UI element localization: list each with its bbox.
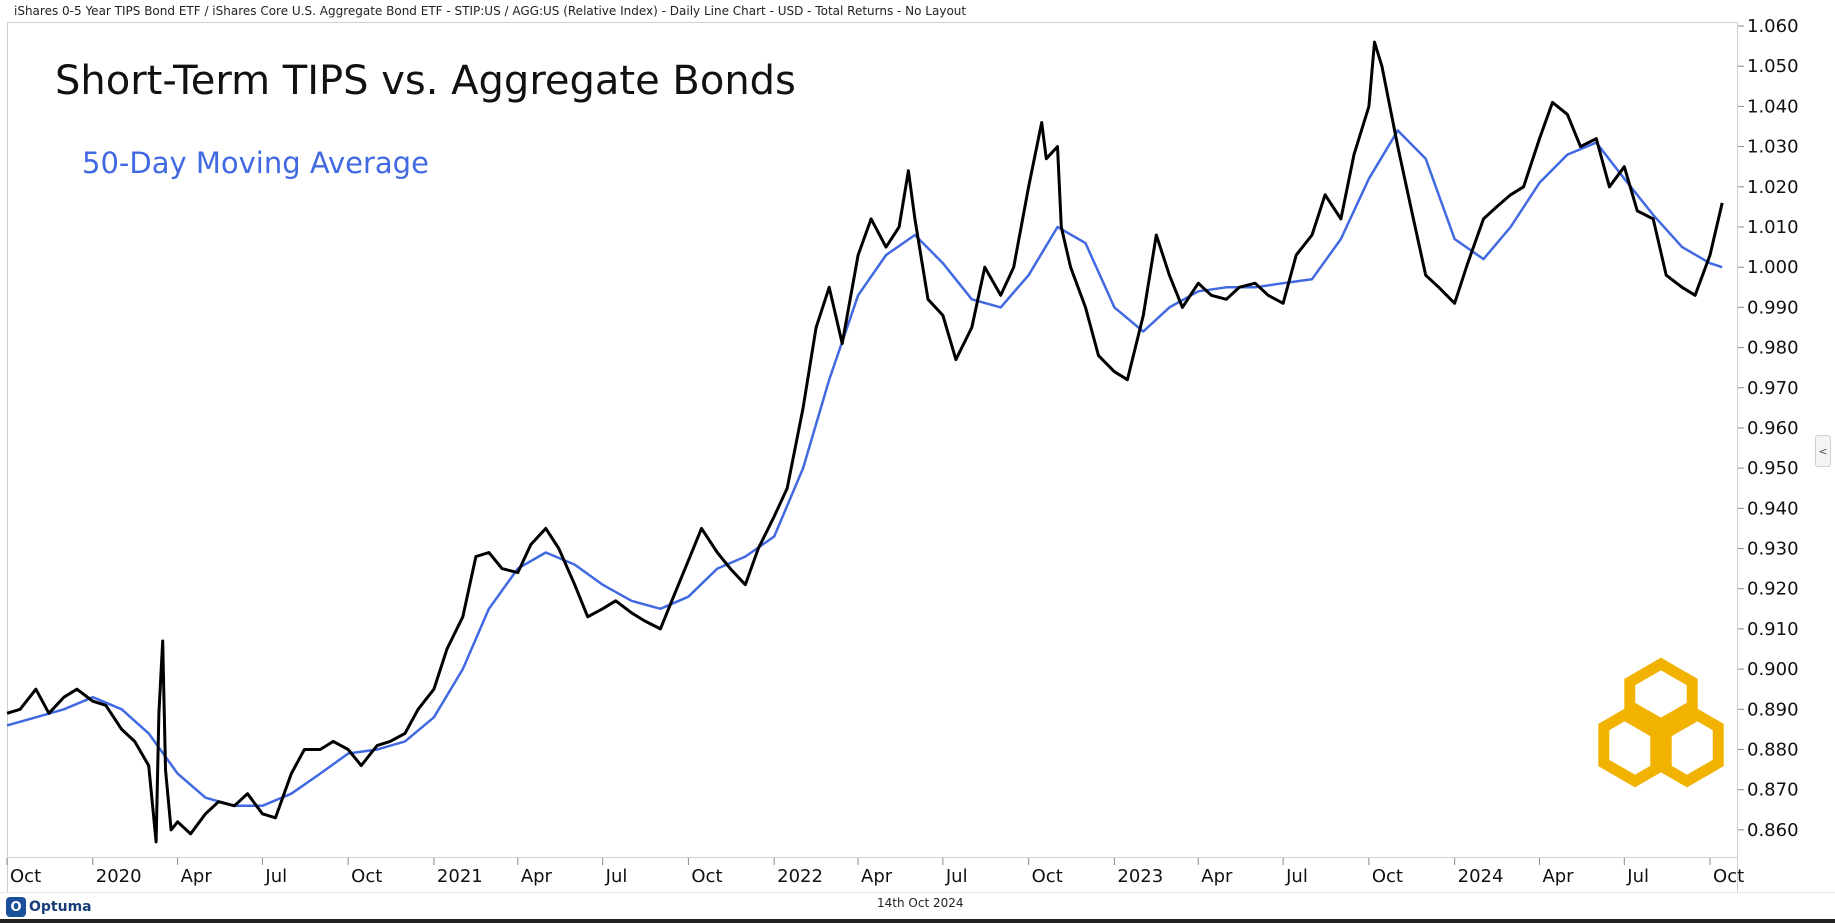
x-tick-label: 2023: [1117, 866, 1163, 887]
chart-title: Short-Term TIPS vs. Aggregate Bonds: [55, 58, 796, 104]
x-tick-label: 2024: [1458, 866, 1504, 887]
x-tick-label: Jul: [605, 866, 628, 887]
x-tick-label: 2020: [96, 866, 142, 887]
x-tick-labels: Oct 2020 Apr Jul Oct 2021 Apr Jul Oct 2022 Apr Jul O…: [6, 858, 1744, 887]
y-tick-label: 0.950: [1747, 458, 1799, 479]
series-line-moving-average: [6, 129, 1723, 808]
plot-area[interactable]: [7, 22, 1738, 858]
y-tick-label: 1.000: [1747, 257, 1799, 278]
x-tick-label: Oct: [351, 866, 382, 887]
x-tick-label: Apr: [1201, 866, 1233, 887]
footer-date: 14th Oct 2024: [877, 896, 964, 910]
y-tick-label: 1.010: [1747, 217, 1799, 238]
y-tick-label: 0.900: [1747, 659, 1799, 680]
hexagon-triple-logo: [1598, 657, 1724, 788]
x-axis[interactable]: [7, 858, 1738, 892]
moving-average-layer: [6, 129, 1723, 808]
y-tick-label: 1.060: [1747, 16, 1799, 37]
y-tick-label: 0.920: [1747, 579, 1799, 600]
logo-hexagon-3: [1650, 702, 1724, 788]
optuma-brand: O Optuma: [6, 896, 92, 918]
x-tick-label: Jul: [1285, 866, 1308, 887]
x-tick-label: Apr: [1542, 866, 1574, 887]
x-tick-label: Oct: [1372, 866, 1403, 887]
y-tick-label: 1.040: [1747, 96, 1799, 117]
y-tick-labels: 0.860 0.870 0.880 0.890 0.900 0.910 0.920 0.930…: [1738, 16, 1799, 841]
x-tick-label: Jul: [264, 866, 287, 887]
price-line-layer: [6, 40, 1724, 844]
y-tick-label: 0.940: [1747, 498, 1799, 519]
chart-header: iShares 0-5 Year TIPS Bond ETF / iShares…: [0, 0, 1835, 22]
optuma-logo-icon: O: [6, 897, 26, 917]
x-tick-label: Oct: [1713, 866, 1744, 887]
x-tick-label: Oct: [10, 866, 41, 887]
bottom-border: [0, 919, 1835, 923]
y-tick-label: 0.890: [1747, 699, 1799, 720]
y-tick-label: 1.050: [1747, 56, 1799, 77]
x-tick-label: Apr: [181, 866, 213, 887]
y-tick-label: 0.970: [1747, 378, 1799, 399]
y-tick-label: 0.880: [1747, 739, 1799, 760]
y-tick-label: 1.030: [1747, 137, 1799, 158]
legend-moving-average: 50-Day Moving Average: [82, 146, 429, 180]
y-tick-label: 0.870: [1747, 780, 1799, 801]
x-tick-label: Oct: [1032, 866, 1063, 887]
x-tick-label: 2022: [777, 866, 823, 887]
y-tick-label: 1.020: [1747, 177, 1799, 198]
x-tick-label: 2021: [437, 866, 483, 887]
y-tick-label: 0.930: [1747, 539, 1799, 560]
footer-bar: [0, 892, 1835, 923]
x-tick-label: Apr: [861, 866, 893, 887]
series-line-price: [6, 40, 1724, 844]
x-tick-label: Jul: [1626, 866, 1649, 887]
y-tick-label: 0.990: [1747, 297, 1799, 318]
collapse-panel-chevron-icon[interactable]: <: [1815, 435, 1831, 467]
y-tick-label: 0.910: [1747, 619, 1799, 640]
x-tick-label: Oct: [691, 866, 722, 887]
brand-name: Optuma: [29, 899, 92, 915]
y-tick-label: 0.860: [1747, 820, 1799, 841]
x-tick-label: Apr: [521, 866, 553, 887]
y-tick-label: 0.980: [1747, 338, 1799, 359]
y-tick-label: 0.960: [1747, 418, 1799, 439]
x-tick-label: Jul: [945, 866, 968, 887]
